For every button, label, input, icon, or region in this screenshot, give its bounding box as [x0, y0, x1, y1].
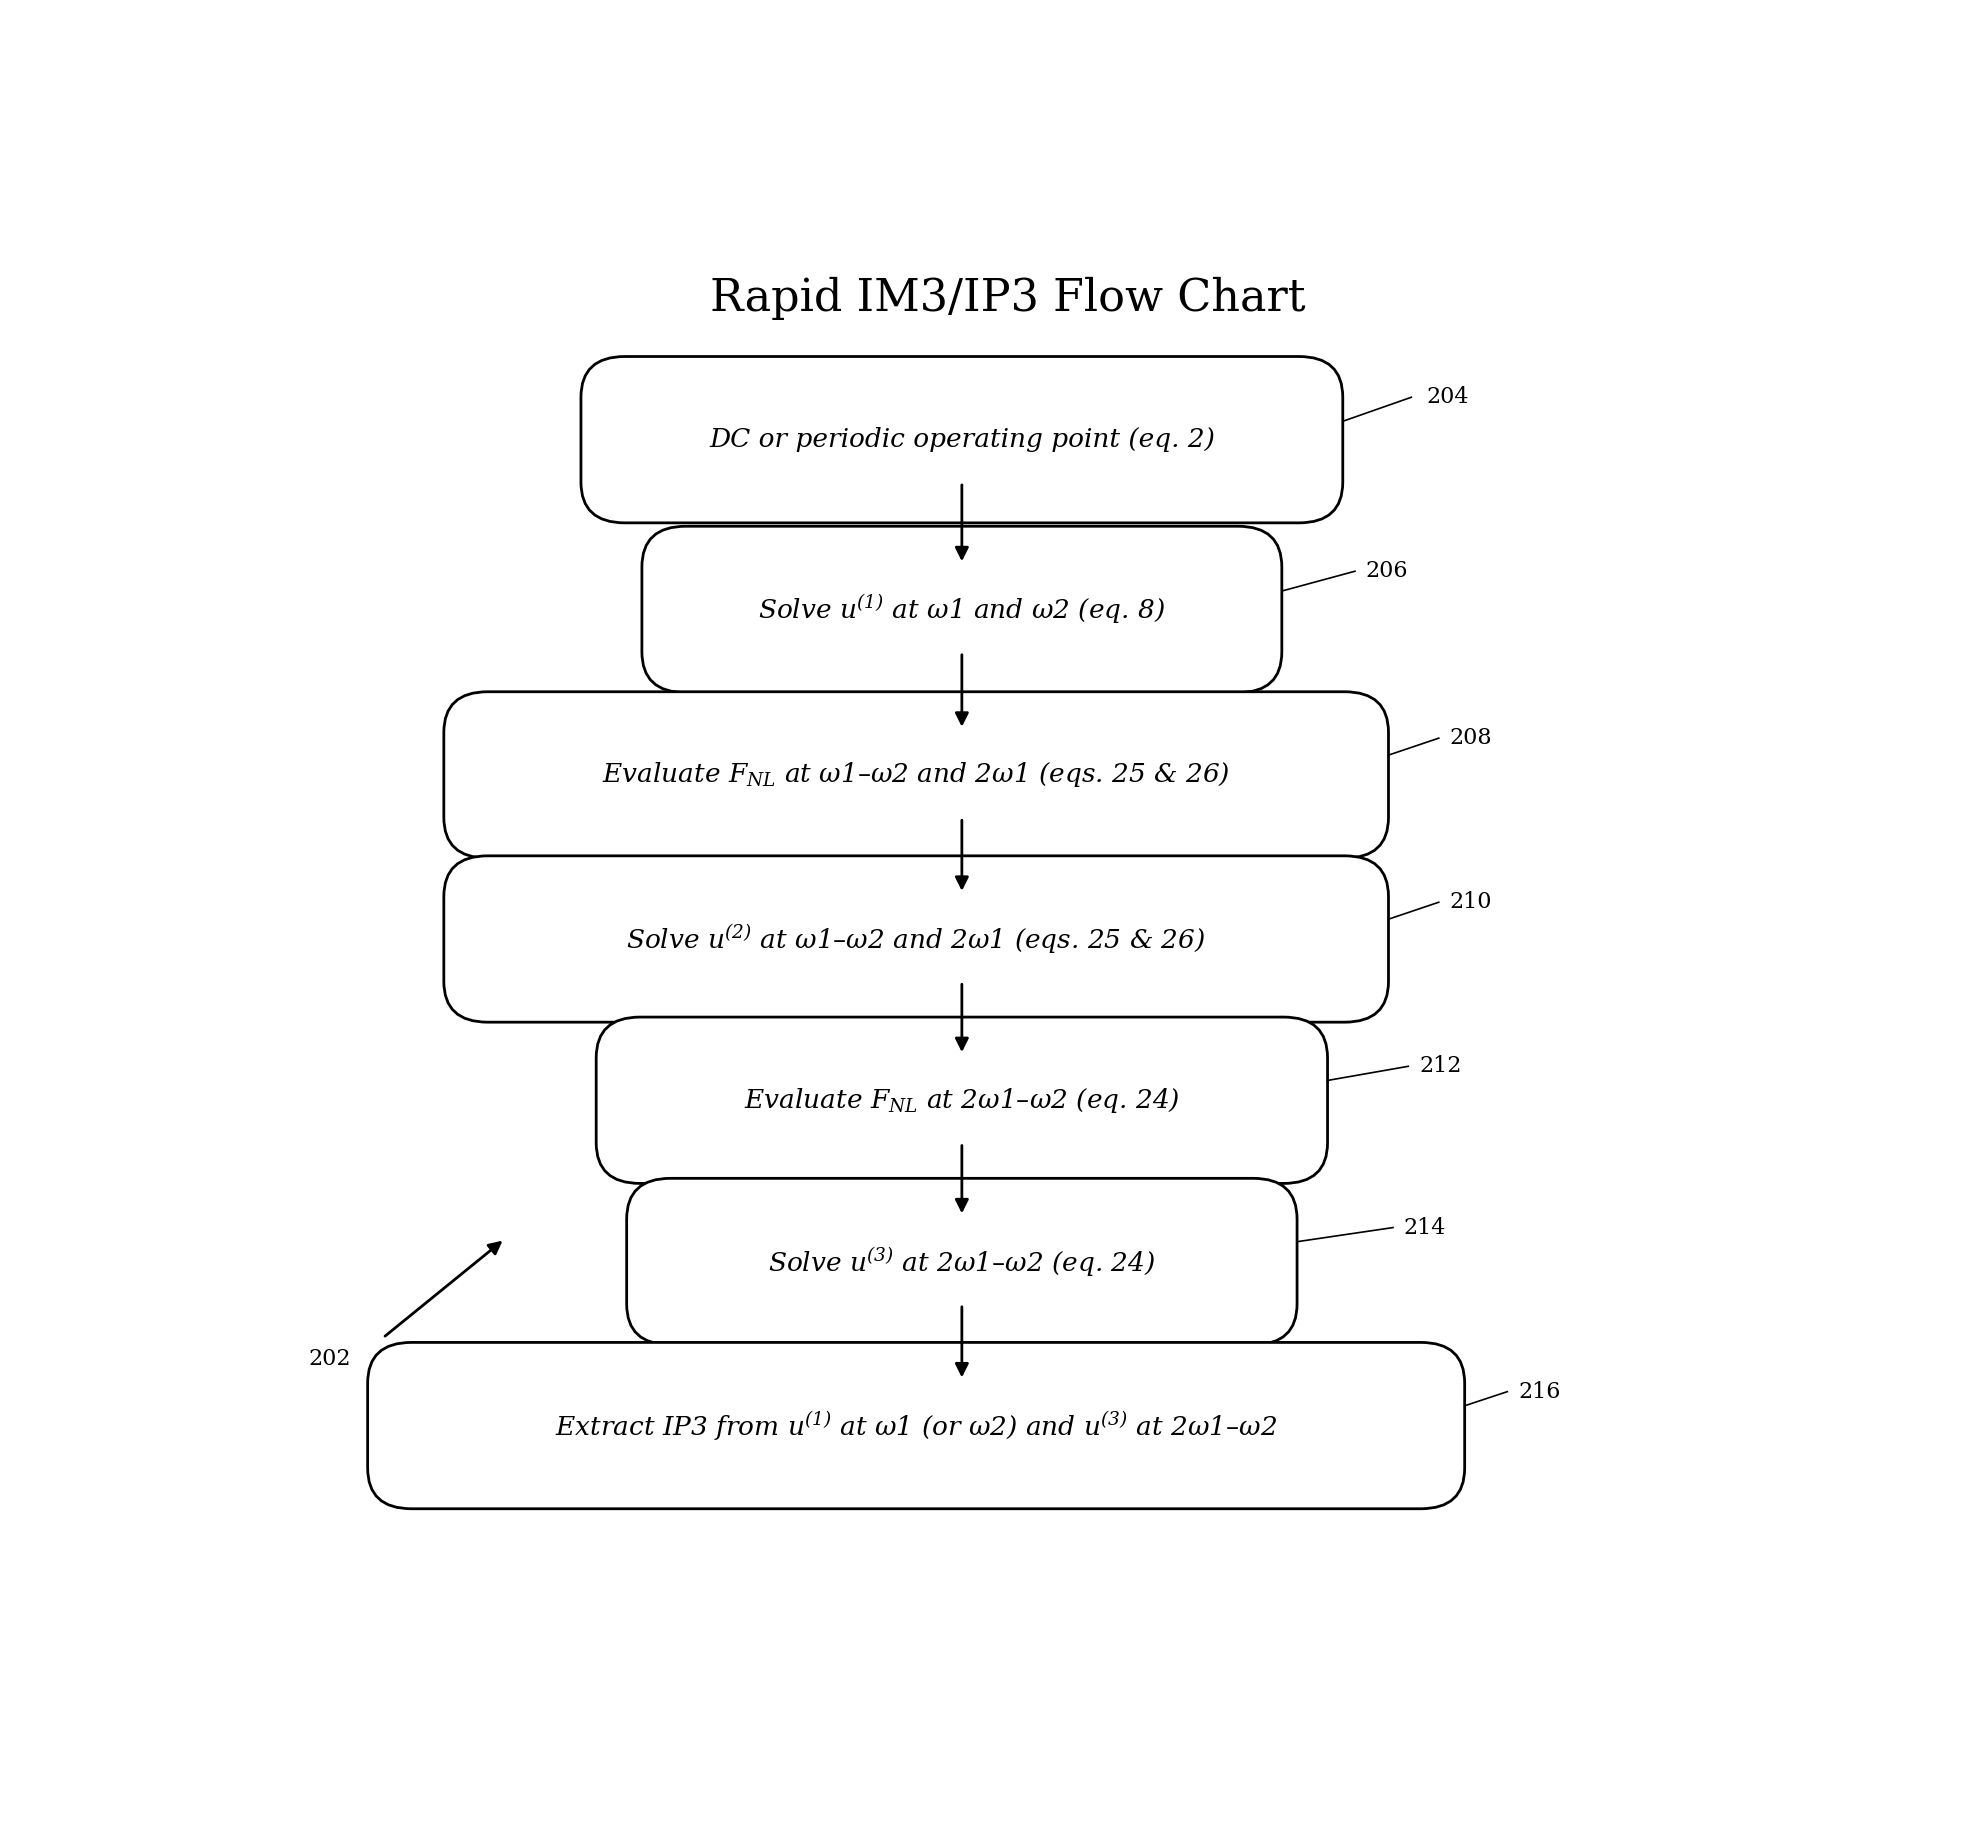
Text: Solve u$^{\mathregular{(3)}}$ at 2ω1–ω2 (eq. 24): Solve u$^{\mathregular{(3)}}$ at 2ω1–ω2 …	[769, 1244, 1156, 1279]
Text: 202: 202	[309, 1348, 350, 1370]
Text: Extract IP3 from u$^{\mathregular{(1)}}$ at ω1 (or ω2) and u$^{\mathregular{(3)}: Extract IP3 from u$^{\mathregular{(1)}}$…	[554, 1409, 1278, 1442]
Text: Solve u$^{\mathregular{(1)}}$ at ω1 and ω2 (eq. 8): Solve u$^{\mathregular{(1)}}$ at ω1 and …	[759, 592, 1166, 626]
Text: 208: 208	[1449, 727, 1492, 749]
Text: 204: 204	[1427, 386, 1469, 408]
Text: Rapid IM3/IP3 Flow Chart: Rapid IM3/IP3 Flow Chart	[710, 277, 1305, 320]
Text: Evaluate F$_{\mathregular{NL}}$ at ω1–ω2 and 2ω1 (eqs. 25 & 26): Evaluate F$_{\mathregular{NL}}$ at ω1–ω2…	[602, 761, 1231, 790]
Text: 210: 210	[1449, 891, 1492, 913]
FancyBboxPatch shape	[596, 1018, 1327, 1183]
FancyBboxPatch shape	[627, 1178, 1298, 1345]
FancyBboxPatch shape	[643, 525, 1282, 693]
FancyBboxPatch shape	[368, 1343, 1465, 1508]
Text: 212: 212	[1419, 1054, 1461, 1076]
Text: Solve u$^{\mathregular{(2)}}$ at ω1–ω2 and 2ω1 (eqs. 25 & 26): Solve u$^{\mathregular{(2)}}$ at ω1–ω2 a…	[627, 922, 1205, 955]
FancyBboxPatch shape	[582, 356, 1343, 524]
FancyBboxPatch shape	[444, 693, 1388, 858]
Text: DC or periodic operating point (eq. 2): DC or periodic operating point (eq. 2)	[710, 428, 1215, 452]
Text: 206: 206	[1366, 560, 1408, 582]
Text: Evaluate F$_{\mathregular{NL}}$ at 2ω1–ω2 (eq. 24): Evaluate F$_{\mathregular{NL}}$ at 2ω1–ω…	[743, 1086, 1180, 1115]
Text: 216: 216	[1518, 1381, 1561, 1403]
FancyBboxPatch shape	[444, 856, 1388, 1021]
Text: 214: 214	[1404, 1216, 1447, 1238]
